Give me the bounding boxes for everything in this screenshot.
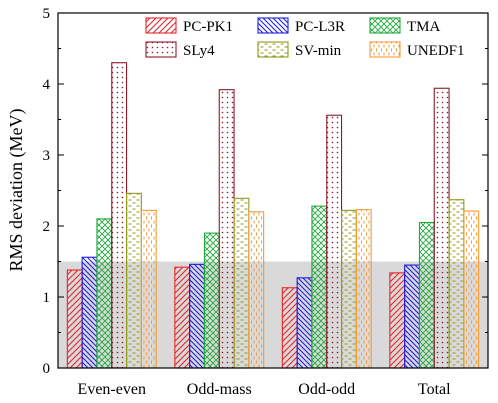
y-tick-label: 5 — [43, 6, 51, 22]
bar-sv-min-odd-mass — [233, 197, 250, 369]
bar-pc-l3r-even-even — [81, 256, 98, 369]
bar-tma-odd-mass — [203, 232, 220, 369]
legend-swatch-pc-l3r — [257, 17, 289, 34]
x-category-label: Total — [418, 381, 451, 398]
bar-pc-pk1-odd-odd — [281, 287, 298, 369]
legend: PC-PK1 PC-L3R TMA SLy4 SV-min UNEDF1 — [145, 17, 465, 59]
bar-tma-even-even — [96, 218, 113, 369]
bar-pc-pk1-total — [389, 272, 406, 369]
bar-sv-min-odd-odd — [340, 209, 357, 369]
legend-swatch-unedf1 — [369, 41, 401, 58]
bar-unedf1-total — [463, 210, 480, 369]
x-category-label: Even-even — [78, 381, 146, 398]
bar-unedf1-odd-odd — [355, 209, 372, 369]
legend-label-tma: TMA — [407, 19, 441, 35]
bar-tma-total — [418, 221, 435, 369]
x-category-label: Odd-mass — [187, 381, 252, 398]
ticks-group: 0 1 2 3 4 5 Even-even Odd-mass Odd-odd Total — [43, 6, 488, 398]
legend-swatch-sly4 — [145, 41, 177, 58]
y-tick-label: 3 — [43, 148, 51, 164]
legend-label-unedf1: UNEDF1 — [407, 43, 465, 59]
bar-pc-l3r-total — [404, 264, 420, 369]
bar-sly4-odd-odd — [326, 114, 343, 369]
bar-sv-min-even-even — [126, 192, 142, 369]
bar-sv-min-total — [448, 199, 465, 369]
y-axis-title: RMS deviation (MeV) — [6, 109, 27, 272]
legend-label-sly4: SLy4 — [183, 43, 215, 59]
y-tick-label: 1 — [43, 290, 51, 306]
bar-unedf1-even-even — [140, 209, 157, 369]
y-tick-label: 4 — [43, 77, 51, 93]
y-tick-label: 2 — [43, 219, 51, 235]
legend-swatch-pc-pk1 — [145, 17, 177, 34]
legend-swatch-tma — [369, 17, 401, 34]
legend-swatch-sv-min — [257, 41, 289, 58]
legend-label-pc-pk1: PC-PK1 — [183, 19, 233, 35]
bar-pc-l3r-odd-odd — [296, 277, 313, 369]
bars-group — [66, 62, 480, 369]
x-category-label: Odd-odd — [298, 381, 355, 398]
bar-pc-pk1-odd-mass — [174, 266, 191, 369]
bar-sly4-odd-mass — [218, 89, 235, 369]
legend-label-pc-l3r: PC-L3R — [295, 19, 345, 35]
bar-unedf1-odd-mass — [248, 211, 265, 369]
legend-label-sv-min: SV-min — [295, 43, 342, 59]
bar-pc-pk1-even-even — [66, 269, 83, 369]
bar-pc-l3r-odd-mass — [189, 263, 205, 369]
y-tick-label: 0 — [43, 361, 51, 377]
bar-tma-odd-odd — [311, 205, 328, 369]
bar-sly4-total — [433, 87, 450, 369]
bar-sly4-even-even — [111, 62, 128, 369]
